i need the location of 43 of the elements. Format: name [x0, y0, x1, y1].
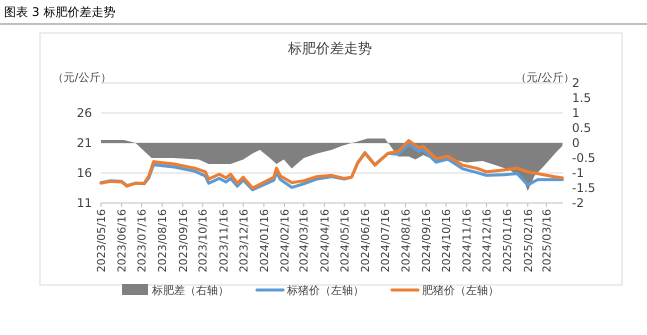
- x-tick-label: 2025/02/16: [522, 209, 535, 272]
- x-tick-label: 2023/12/16: [237, 209, 250, 272]
- y-tick-label: 21: [76, 136, 92, 150]
- y2-tick-label: -0.5: [572, 151, 596, 165]
- y2-tick-label: 2: [572, 76, 580, 90]
- x-tick-label: 2024/10/16: [440, 209, 454, 272]
- x-tick-label: 2023/05/16: [95, 209, 108, 272]
- x-tick-label: 2023/10/16: [196, 209, 210, 272]
- x-tick-label: 2025/01/16: [501, 209, 514, 272]
- text: 图表 3 标肥价差走势: [4, 5, 116, 19]
- x-tick-label: 2024/03/16: [298, 209, 311, 272]
- x-tick-label: 2024/07/16: [378, 209, 392, 272]
- x-tick-label: 2024/01/16: [258, 209, 271, 272]
- y2-tick-label: 1: [572, 106, 580, 120]
- x-tick-label: 2024/02/16: [278, 209, 292, 272]
- chart-title: 标肥价差走势: [287, 41, 372, 57]
- y-axis-title: （元/公斤）: [52, 71, 112, 84]
- x-tick-label: 2024/04/16: [318, 209, 332, 272]
- y2-tick-label: 1.5: [572, 91, 592, 105]
- y2-tick-label: 0.5: [572, 121, 592, 135]
- y2-tick-label: -1: [572, 166, 584, 180]
- y-tick-label: 16: [76, 166, 92, 180]
- x-tick-label: 2023/06/16: [116, 209, 129, 272]
- x-tick-label: 2024/09/16: [420, 209, 434, 272]
- x-tick-label: 2024/06/16: [358, 209, 372, 272]
- x-tick-label: 2023/11/16: [217, 209, 230, 272]
- x-tick-label: 2025/03/16: [540, 209, 554, 272]
- legend-label: 肥猪价（左轴）: [422, 284, 499, 297]
- x-tick-label: 2023/07/16: [136, 209, 149, 272]
- y2-tick-label: 0: [572, 136, 580, 150]
- y2-tick-label: -1.5: [572, 181, 596, 195]
- y2-axis-title: （元/公斤）: [516, 71, 574, 84]
- legend-label: 标肥差（右轴）: [151, 284, 229, 297]
- x-tick-label: 2024/08/16: [399, 209, 412, 272]
- x-tick-label: 2023/09/16: [176, 209, 190, 272]
- y2-tick-label: -2: [572, 196, 584, 210]
- x-tick-label: 2024/05/16: [338, 209, 352, 272]
- legend-label: 标猪价（左轴）: [286, 284, 364, 297]
- x-tick-label: 2023/08/16: [156, 209, 170, 272]
- y-tick-label: 26: [76, 106, 92, 120]
- x-tick-label: 2024/12/16: [480, 209, 494, 272]
- y-tick-label: 11: [76, 196, 92, 210]
- x-tick-label: 2024/11/16: [460, 209, 474, 272]
